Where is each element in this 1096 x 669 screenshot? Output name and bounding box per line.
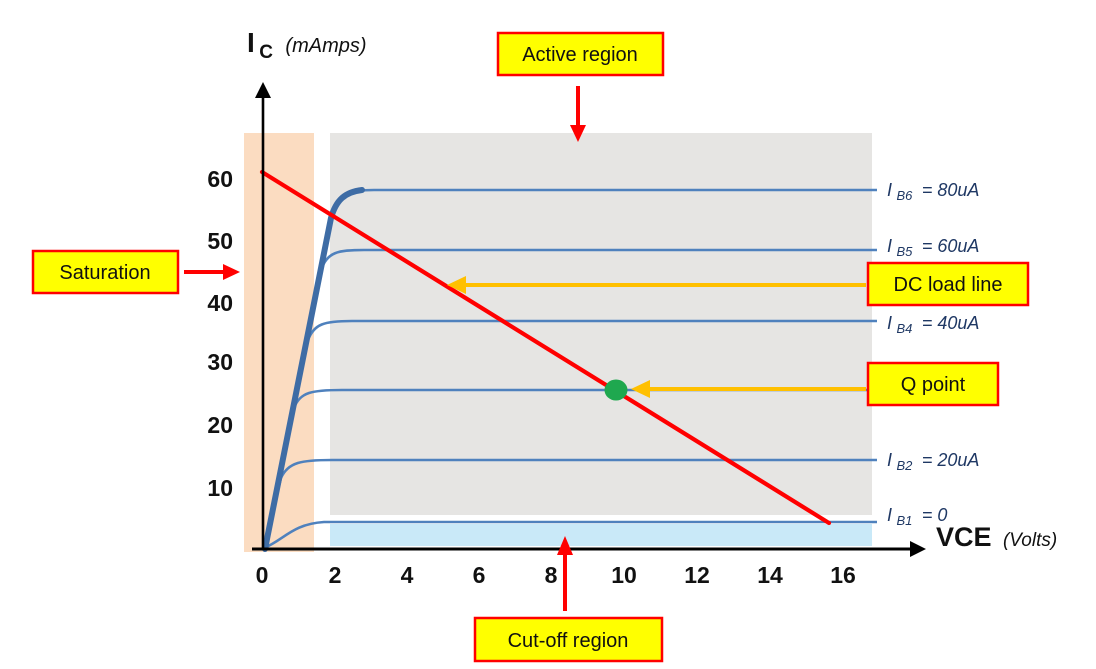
- y-axis-unit: (mAmps): [285, 35, 366, 57]
- q-point-arrow: [631, 380, 866, 398]
- q-point-label: Q point: [866, 361, 1000, 407]
- ib1-curve: [263, 520, 877, 550]
- ib1-curve-label: I B1 = 0: [887, 505, 947, 529]
- active-region-label-text: Active region: [522, 44, 638, 66]
- saturation-label: Saturation: [31, 249, 180, 295]
- q-point-label-text: Q point: [901, 374, 966, 396]
- saturation-label-text: Saturation: [59, 262, 150, 284]
- x-tick-4: 4: [401, 562, 414, 588]
- x-tick-16: 16: [830, 562, 856, 588]
- y-tick-40: 40: [207, 290, 233, 316]
- x-tick-10: 10: [611, 562, 637, 588]
- x-tick-6: 6: [473, 562, 486, 588]
- dc-load-line-label-text: DC load line: [894, 274, 1003, 296]
- active-region-band: [330, 133, 872, 515]
- x-tick-0: 0: [256, 562, 269, 588]
- x-tick-12: 12: [684, 562, 710, 588]
- saturation-line: [262, 187, 365, 552]
- active-region-arrow: [570, 86, 586, 142]
- y-axis-symbol: I: [247, 27, 255, 58]
- cutoff-region-label: Cut-off region: [473, 616, 664, 663]
- y-tick-50: 50: [207, 228, 233, 254]
- svg-text:I C (mAmps): I C (mAmps): [247, 27, 367, 63]
- curve-labels: I B6 = 80uA I B5 = 60uA I B4 = 40uA I B2…: [887, 180, 979, 529]
- dc-load-line-label: DC load line: [866, 261, 1030, 307]
- cutoff-region-label-text: Cut-off region: [508, 630, 629, 652]
- q-point-dot: [604, 379, 628, 401]
- ib5-curve-label: I B5 = 60uA: [887, 236, 979, 260]
- x-tick-labels: 0 2 4 6 8 10 12 14 16: [256, 562, 856, 588]
- y-tick-60: 60: [207, 166, 233, 192]
- dc-load-line: [259, 169, 832, 526]
- cutoff-region-arrow: [557, 536, 573, 611]
- cutoff-region-band: [330, 524, 872, 546]
- x-axis-symbol: VCE: [936, 522, 992, 552]
- saturation-arrow: [184, 264, 240, 280]
- y-tick-labels: 60 50 40 30 20 10: [207, 166, 233, 501]
- x-tick-2: 2: [329, 562, 342, 588]
- x-axis-unit: (Volts): [1003, 530, 1057, 551]
- y-tick-20: 20: [207, 412, 233, 438]
- dc-load-line-arrow: [447, 276, 866, 294]
- svg-text:VCE (Volts): VCE (Volts): [936, 522, 1057, 552]
- y-tick-30: 30: [207, 349, 233, 375]
- active-region-label: Active region: [496, 31, 665, 77]
- ib4-curve-label: I B4 = 40uA: [887, 313, 979, 337]
- y-axis-subscript: C: [259, 42, 273, 63]
- x-tick-14: 14: [757, 562, 783, 588]
- y-axis-title: I C (mAmps): [247, 27, 367, 63]
- y-axis-arrowhead-icon: [255, 82, 271, 98]
- ib6-curve-label: I B6 = 80uA: [887, 180, 979, 204]
- x-tick-8: 8: [545, 562, 558, 588]
- x-axis-arrowhead-icon: [910, 541, 926, 557]
- y-tick-10: 10: [207, 475, 233, 501]
- x-axis-title: VCE (Volts): [936, 522, 1057, 552]
- ib2-curve-label: I B2 = 20uA: [887, 450, 979, 474]
